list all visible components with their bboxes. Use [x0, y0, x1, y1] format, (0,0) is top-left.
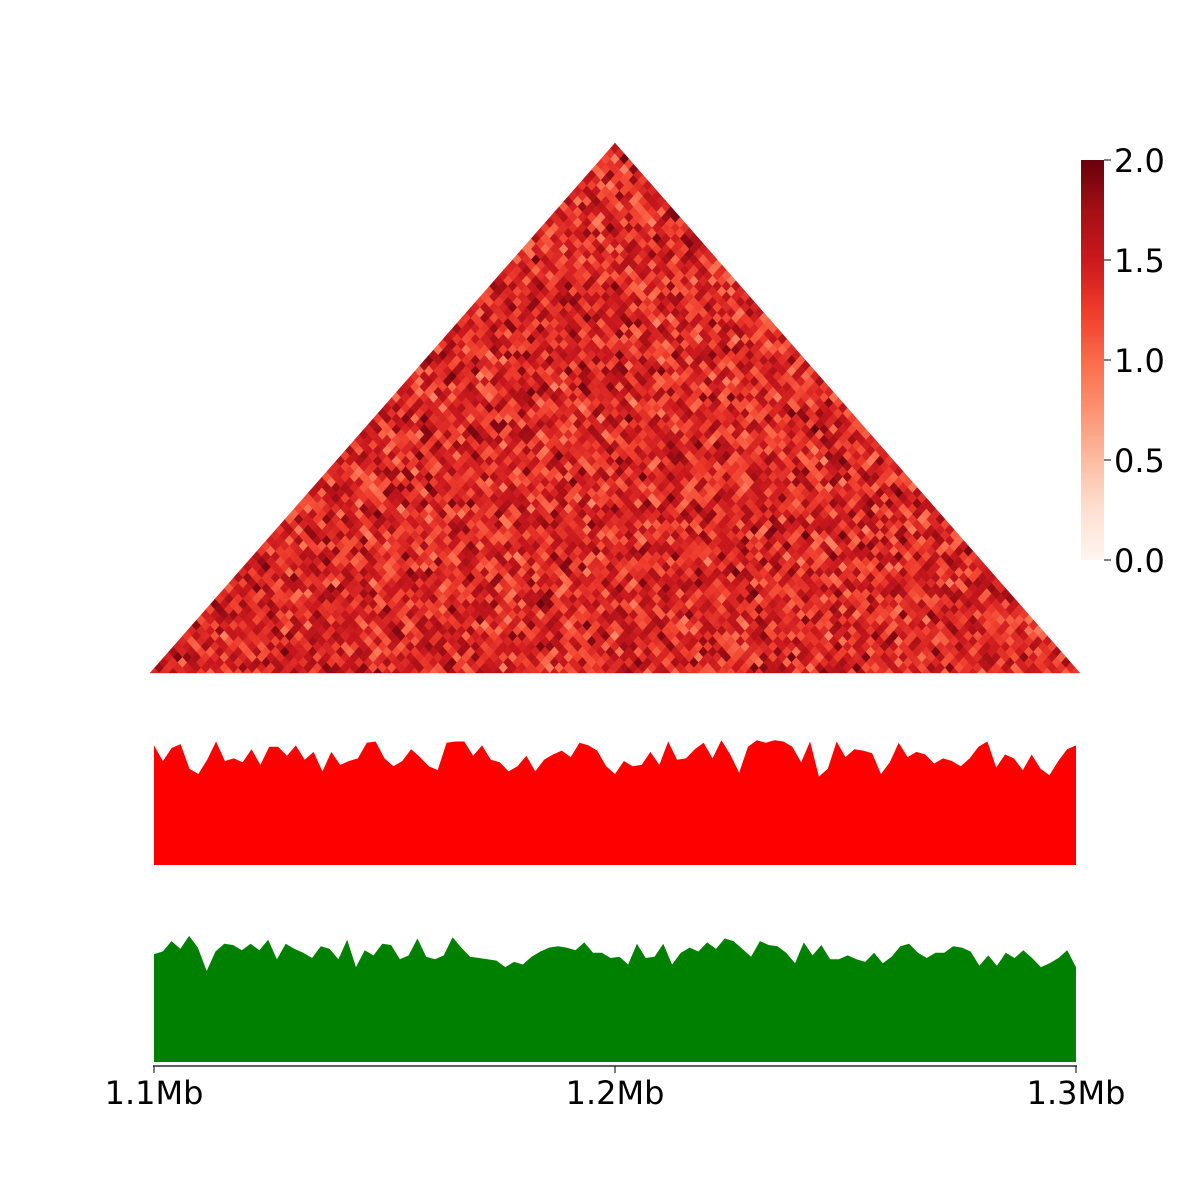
- contact-heatmap-triangle: [149, 142, 1081, 674]
